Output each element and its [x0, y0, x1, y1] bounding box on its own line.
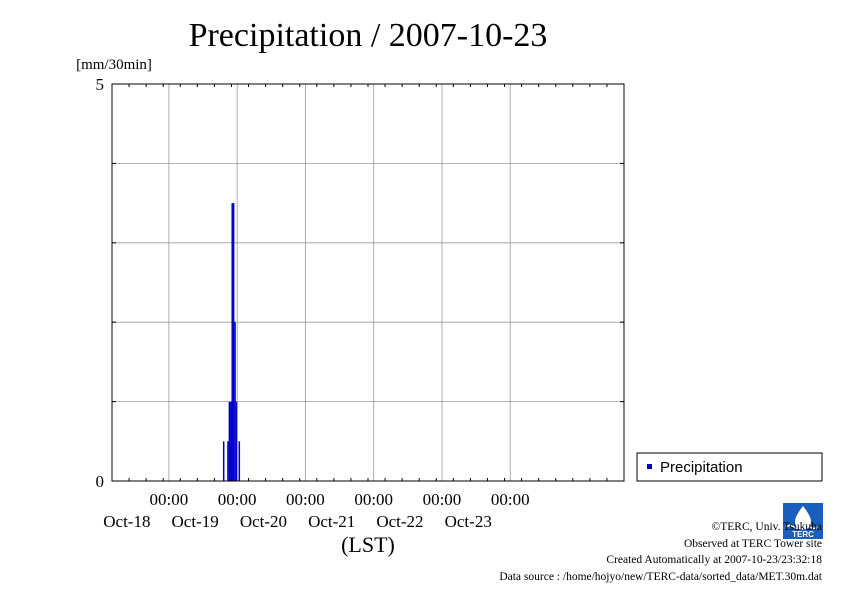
x-tick-date-label: Oct-23 [445, 512, 492, 531]
precipitation-bar [232, 203, 235, 481]
x-tick-date-label: Oct-18 [103, 512, 150, 531]
x-tick-date-label: Oct-20 [240, 512, 287, 531]
x-tick-time-label: 00:00 [423, 490, 462, 509]
precipitation-bar [231, 203, 233, 481]
x-tick-time-label: 00:00 [218, 490, 257, 509]
grid [112, 84, 624, 481]
legend-box [636, 452, 823, 482]
precipitation-bar [222, 441, 225, 481]
y-axis-label: [mm/30min] [76, 57, 152, 73]
y-tick-label: 0 [96, 472, 105, 491]
chart-title: Precipitation / 2007-10-23 [189, 17, 548, 54]
precipitation-bar [238, 441, 241, 481]
y-tick-labels: 05 [96, 75, 105, 491]
x-axis-label: (LST) [341, 532, 395, 557]
plot-frame [111, 83, 625, 482]
x-tick-date-label: Oct-19 [172, 512, 219, 531]
x-tick-date-label: Oct-22 [376, 512, 423, 531]
y-tick-label: 5 [96, 75, 105, 94]
precipitation-bar [235, 401, 238, 481]
logo-text: TERC [792, 530, 814, 539]
credits: ©TERC, Univ. Tsukuba Observed at TERC To… [499, 519, 822, 585]
copyright-text: ©TERC, Univ. Tsukuba [711, 521, 822, 533]
precipitation-bar [234, 322, 236, 481]
terc-logo: TERC [783, 503, 823, 539]
precipitation-bar [230, 401, 232, 481]
x-tick-time-label: 00:00 [286, 490, 325, 509]
site-text: Observed at TERC Tower site [683, 537, 822, 550]
source-text: Data source : /home/hojyo/new/TERC-data/… [499, 570, 822, 583]
legend-label: Precipitation [660, 459, 743, 476]
x-tick-date-label: Oct-21 [308, 512, 355, 531]
x-tick-time-label: 00:00 [354, 490, 393, 509]
created-text: Created Automatically at 2007-10-23/23:3… [606, 554, 822, 566]
legend-swatch [647, 464, 652, 469]
precipitation-bar [227, 441, 229, 481]
precipitation-bars [222, 203, 241, 481]
axis-ticks [111, 83, 625, 482]
legend: Precipitation [636, 452, 823, 482]
precipitation-bar [228, 401, 231, 481]
x-tick-labels: 00:00Oct-1800:00Oct-1900:00Oct-2000:00Oc… [103, 490, 529, 531]
x-tick-time-label: 00:00 [150, 490, 189, 509]
x-tick-time-label: 00:00 [491, 490, 530, 509]
